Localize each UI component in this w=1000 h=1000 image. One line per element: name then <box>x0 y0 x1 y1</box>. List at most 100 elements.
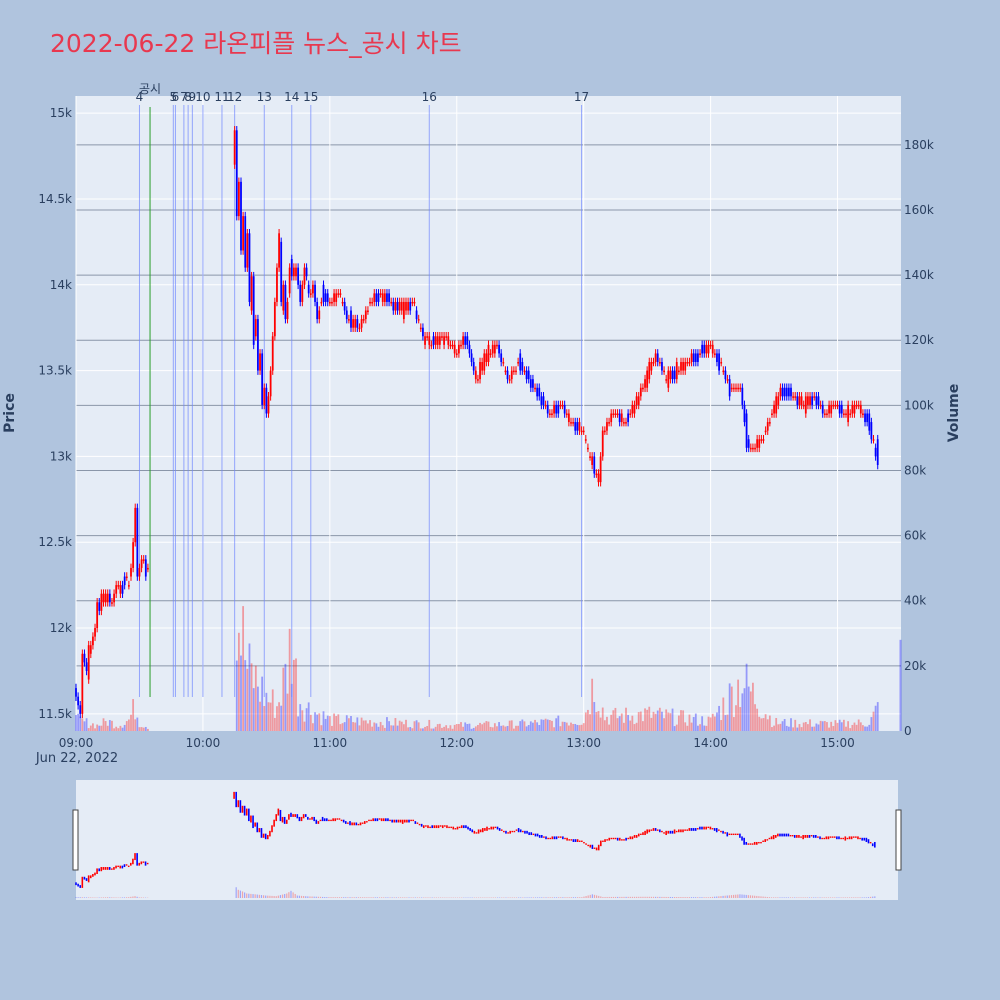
preview-volume <box>707 897 709 898</box>
candle-body <box>546 404 549 414</box>
preview-volume <box>385 897 387 898</box>
range-slider-left-handle[interactable] <box>72 809 79 871</box>
volume-bar <box>358 725 361 731</box>
preview-candle <box>732 833 735 836</box>
preview-volume <box>526 897 528 898</box>
volume-bar <box>312 723 314 731</box>
preview-candle <box>102 867 105 870</box>
candle-body <box>305 267 308 277</box>
candle-body <box>115 585 118 594</box>
range-slider-right-handle[interactable] <box>895 809 902 871</box>
x-tick-label: 10:00 <box>186 736 221 750</box>
volume-bar <box>443 726 445 731</box>
preview-candle <box>100 867 103 872</box>
preview-volume <box>728 895 730 898</box>
candle-body <box>735 387 737 390</box>
volume-bar <box>610 714 613 731</box>
candle-body <box>79 705 82 714</box>
preview-volume <box>859 897 861 898</box>
candle-body <box>724 370 727 380</box>
preview-volume <box>345 897 347 898</box>
preview-candle <box>294 814 296 817</box>
volume-bar <box>726 714 729 731</box>
candle-body <box>337 293 340 295</box>
preview-candle <box>696 828 699 830</box>
preview-volume <box>861 897 863 898</box>
preview-volume <box>829 897 832 898</box>
preview-candle <box>121 865 124 869</box>
preview-volume <box>739 894 741 898</box>
volume-bar <box>130 714 132 731</box>
volume-bar <box>565 722 568 731</box>
candle-body <box>591 456 594 465</box>
y2-tick-label: 20k <box>904 659 926 673</box>
preview-candle <box>77 883 79 887</box>
volume-bar <box>707 716 710 731</box>
volume-bar <box>642 721 644 731</box>
volume-bar <box>737 679 740 731</box>
volume-bar <box>631 715 634 731</box>
preview-volume <box>638 896 640 898</box>
candle-body <box>250 276 253 311</box>
preview-volume <box>425 897 427 898</box>
volume-bar <box>102 718 105 731</box>
volume-bar <box>252 688 255 731</box>
preview-candle <box>777 833 779 837</box>
candle-body <box>364 310 367 320</box>
volume-bar <box>823 721 826 731</box>
preview-candle <box>593 847 596 849</box>
preview-candle <box>319 819 322 822</box>
preview-candle <box>89 875 92 879</box>
candle-body <box>656 353 659 363</box>
preview-volume <box>789 897 792 898</box>
candle-body <box>762 439 765 441</box>
volume-bar <box>394 718 397 731</box>
volume-bar <box>373 722 376 731</box>
candle-body <box>326 293 329 302</box>
price-candles <box>75 126 879 719</box>
preview-candle <box>258 828 261 833</box>
candle-body <box>400 301 403 311</box>
volume-bar <box>819 720 822 731</box>
volume-bar <box>527 725 530 731</box>
preview-candle <box>404 819 406 823</box>
range-slider[interactable] <box>72 780 902 900</box>
candle-body <box>864 413 866 423</box>
preview-candle <box>802 835 804 840</box>
volume-bar <box>599 717 602 731</box>
volume-bar <box>606 716 608 731</box>
preview-candle <box>838 836 840 840</box>
candle-body <box>610 413 613 423</box>
volume-bar <box>307 702 310 731</box>
preview-candle <box>429 826 431 829</box>
preview-volume <box>271 895 273 898</box>
preview-candle <box>138 862 141 866</box>
preview-candle <box>800 836 802 838</box>
candle-body <box>787 387 790 397</box>
volume-bar <box>542 719 545 731</box>
volume-bar <box>652 711 655 731</box>
preview-candle <box>631 836 634 840</box>
preview-candle <box>618 837 621 841</box>
candle-body <box>447 336 450 345</box>
y2-tick-label: 180k <box>904 138 934 152</box>
preview-volume <box>872 896 874 898</box>
preview-volume <box>324 897 326 898</box>
candle-body <box>111 602 113 604</box>
preview-volume <box>619 896 621 898</box>
preview-volume <box>378 897 381 898</box>
preview-candle <box>338 818 341 820</box>
preview-candle <box>237 800 240 808</box>
preview-volume <box>735 894 737 898</box>
preview-volume <box>722 895 724 898</box>
preview-volume <box>827 897 830 898</box>
preview-candle <box>871 843 874 847</box>
preview-candle <box>844 836 847 841</box>
volume-bar <box>512 728 515 731</box>
preview-candle <box>334 818 337 822</box>
volume-bar <box>574 723 577 731</box>
candle-body <box>644 379 646 388</box>
volume-bar <box>299 704 302 731</box>
candle-body <box>307 284 310 294</box>
